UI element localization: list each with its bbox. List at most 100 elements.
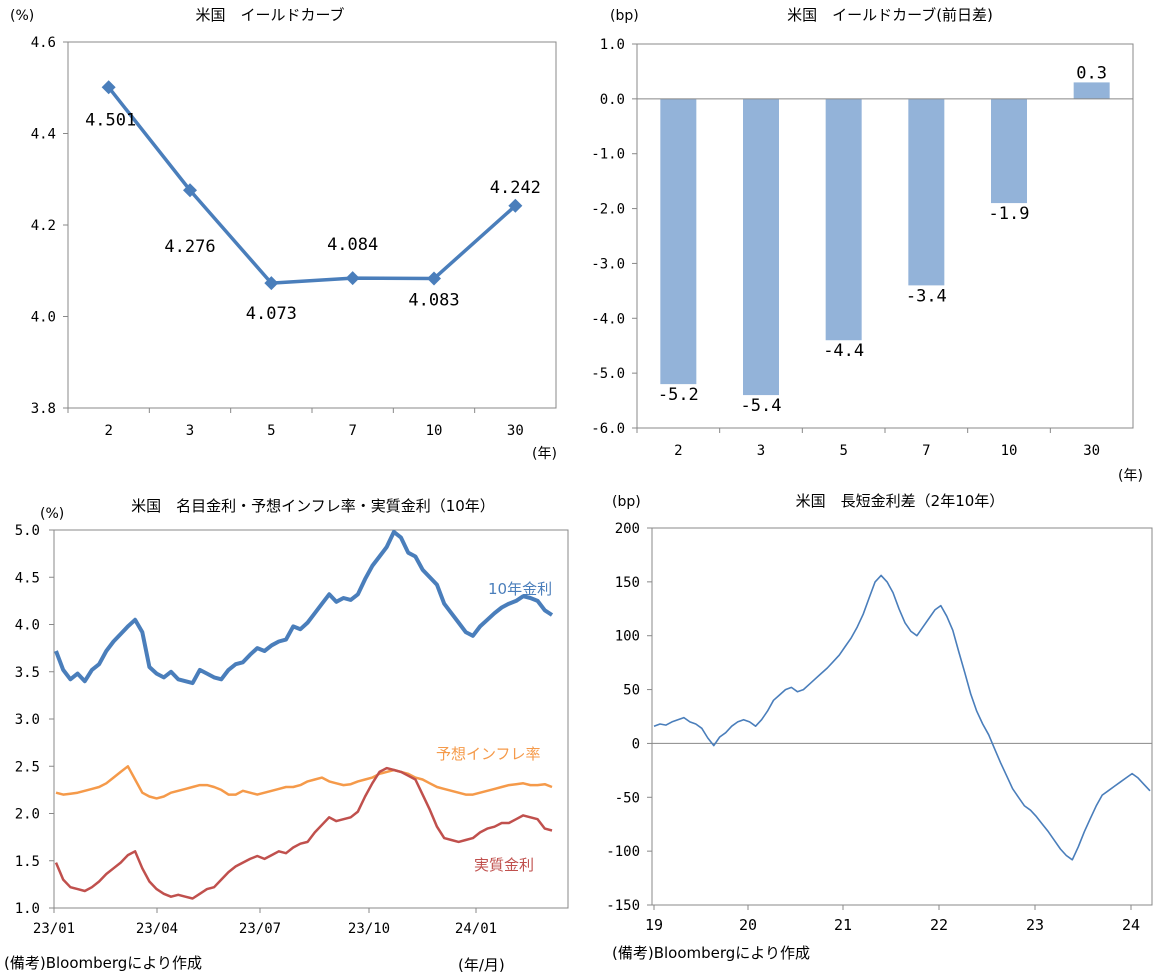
yield-change-y-tick: -4.0 — [591, 311, 625, 327]
yield-curve-data-label: 4.083 — [408, 291, 459, 311]
yield-curve-point — [508, 198, 523, 213]
yield-change-x-unit: (年) — [1118, 468, 1143, 484]
yield-curve-data-label: 4.242 — [490, 178, 541, 198]
yield-change-x-tick: 10 — [1001, 443, 1018, 459]
yield-curve-data-label: 4.073 — [246, 304, 297, 324]
rates-series-label-10y: 10年金利 — [488, 580, 552, 598]
yield-curve-data-label: 4.276 — [164, 237, 215, 257]
rates-chart: 米国 名目金利・予想インフレ率・実質金利（10年） (%) 5.0 4.5 4.0 3… — [15, 497, 569, 974]
yield-change-bar — [908, 98, 945, 286]
spread-x-tick: 20 — [739, 916, 757, 934]
yield-curve-x-tick: 7 — [348, 423, 356, 439]
yield-curve-point — [345, 271, 360, 286]
yield-change-plot-area — [636, 43, 1134, 429]
yield-change-y-tick: -6.0 — [591, 421, 625, 437]
yield-curve-x-tick: 3 — [186, 423, 194, 439]
spread-title: 米国 長短金利差（2年10年） — [796, 492, 1005, 510]
yield-curve-data-label: 4.084 — [327, 235, 378, 255]
rates-x-unit: (年/月) — [458, 956, 505, 974]
yield-curve-line — [107, 86, 517, 285]
spread-y-tick: 200 — [615, 521, 640, 537]
rates-y-tick: 3.0 — [15, 712, 40, 728]
spread-x-tick: 23 — [1026, 916, 1044, 934]
yield-change-bar — [825, 98, 862, 341]
source-note-left: (備考)Bloombergにより作成 — [4, 954, 202, 972]
yield-curve-y-tick: 4.2 — [31, 218, 56, 234]
yield-change-y-tick: -5.0 — [591, 366, 625, 382]
yield-curve-y-tick: 4.4 — [31, 127, 56, 143]
spread-chart: 米国 長短金利差（2年10年） (bp) 200 150 100 50 0 -50 -100… — [606, 492, 1153, 934]
rates-y-tick: 1.0 — [15, 901, 40, 917]
spread-y-tick: 0 — [632, 736, 640, 752]
rates-line-bei — [55, 765, 553, 800]
yield-curve-point — [427, 271, 441, 286]
rates-x-tick: 23/04 — [136, 921, 178, 937]
yield-change-x-tick: 5 — [839, 443, 847, 459]
yield-curve-point — [101, 80, 116, 95]
spread-x-tick: 22 — [930, 916, 948, 934]
yield-curve-plot-area — [67, 41, 557, 409]
yield-curve-y-unit: (%) — [10, 8, 34, 24]
yield-change-y-tick: -3.0 — [591, 256, 625, 272]
yield-change-y-tick: -1.0 — [591, 147, 625, 163]
yield-change-y-tick: 1.0 — [600, 37, 625, 53]
yield-change-x-tick: 30 — [1083, 443, 1100, 459]
rates-y-tick: 4.0 — [15, 618, 40, 634]
yield-change-x-tick: 7 — [922, 443, 930, 459]
spread-y-tick: -100 — [606, 844, 640, 860]
spread-y-tick: 100 — [615, 629, 640, 645]
rates-y-tick: 2.0 — [15, 807, 40, 823]
yield-change-y-tick: -2.0 — [591, 202, 625, 218]
yield-curve-x-unit: (年) — [532, 446, 557, 462]
yield-curve-y-tick: 4.6 — [31, 35, 56, 51]
rates-x-tick: 24/01 — [455, 921, 497, 937]
yield-change-y-unit: (bp) — [610, 8, 639, 24]
yield-change-bar — [660, 98, 697, 385]
rates-title: 米国 名目金利・予想インフレ率・実質金利（10年） — [131, 497, 495, 515]
rates-plot-area — [53, 529, 569, 909]
yield-change-data-label: -1.9 — [989, 204, 1030, 224]
yield-change-x-tick: 3 — [757, 443, 765, 459]
rates-y-tick: 2.5 — [15, 759, 40, 775]
spread-line — [653, 574, 1151, 861]
yield-change-title: 米国 イールドカーブ(前日差) — [787, 6, 993, 24]
yield-curve-point — [264, 276, 279, 291]
yield-change-chart: 米国 イールドカーブ(前日差) (bp) 1.0 0.0 -1.0 -2.0 -3.0 -… — [591, 6, 1143, 484]
rates-y-unit: (%) — [40, 506, 64, 522]
spread-y-tick: -150 — [606, 898, 640, 914]
spread-y-unit: (bp) — [612, 494, 641, 510]
yield-curve-data-label: 4.501 — [85, 110, 136, 130]
rates-x-tick: 23/07 — [239, 921, 281, 937]
rates-y-tick: 3.5 — [15, 665, 40, 681]
yield-change-data-label: -4.4 — [823, 341, 864, 361]
spread-y-tick: -50 — [615, 790, 640, 806]
source-note-right: (備考)Bloombergにより作成 — [612, 944, 810, 962]
rates-line-10y — [54, 529, 554, 686]
spread-x-tick: 24 — [1122, 916, 1140, 934]
spread-y-tick: 150 — [615, 575, 640, 591]
rates-x-tick: 23/10 — [348, 921, 390, 937]
spread-x-tick: 21 — [834, 916, 852, 934]
rates-x-tick: 23/01 — [33, 921, 75, 937]
yield-change-x-tick: 2 — [674, 443, 682, 459]
spread-plot-area — [651, 527, 1153, 906]
yield-curve-y-tick: 4.0 — [31, 310, 56, 326]
yield-curve-chart: 米国 イールドカーブ (%) 4.64.44.24.03.8 2 3 5 7 10 30 … — [10, 6, 557, 462]
yield-curve-x-tick: 5 — [267, 423, 275, 439]
rates-y-tick: 5.0 — [15, 523, 40, 539]
spread-y-tick: 50 — [623, 683, 640, 699]
yield-change-data-label: -5.2 — [658, 385, 699, 405]
yield-change-y-tick: 0.0 — [600, 92, 625, 108]
rates-y-tick: 1.5 — [15, 854, 40, 870]
rates-y-tick: 4.5 — [15, 570, 40, 586]
yield-curve-point — [183, 183, 197, 198]
yield-change-bar — [743, 98, 779, 396]
yield-curve-title: 米国 イールドカーブ — [195, 6, 344, 24]
rates-series-label-bei: 予想インフレ率 — [436, 745, 541, 763]
yield-curve-x-tick: 30 — [507, 423, 524, 439]
yield-change-data-label: 0.3 — [1076, 63, 1107, 83]
yield-change-data-label: -3.4 — [906, 286, 947, 306]
yield-change-bar — [991, 98, 1027, 204]
rates-line-real — [54, 766, 553, 900]
